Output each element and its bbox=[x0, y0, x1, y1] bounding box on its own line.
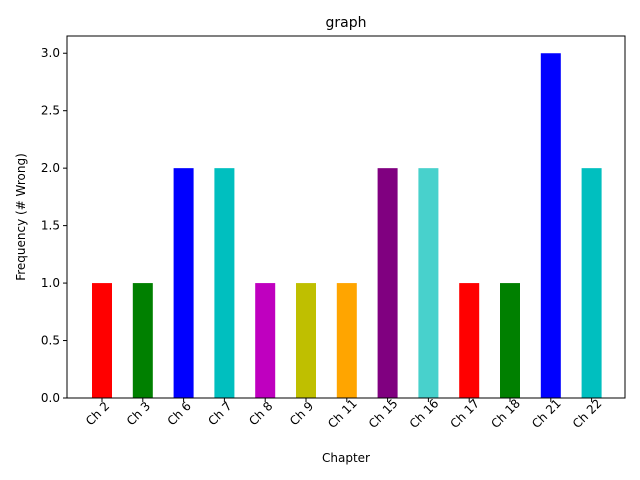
bar-ch-16 bbox=[418, 168, 439, 398]
x-tick-label: Ch 16 bbox=[407, 396, 442, 431]
x-tick-label: Ch 7 bbox=[205, 399, 234, 428]
bar-ch-15 bbox=[377, 168, 398, 398]
y-tick-label: 1.0 bbox=[41, 276, 60, 290]
x-tick-label: Ch 3 bbox=[124, 399, 153, 428]
x-tick-label: Ch 2 bbox=[83, 399, 112, 428]
y-tick-label: 0.0 bbox=[41, 391, 60, 405]
bar-ch-8 bbox=[255, 283, 276, 398]
x-tick-label: Ch 17 bbox=[447, 396, 482, 431]
y-tick-label: 1.5 bbox=[41, 219, 60, 233]
x-tick-label: Ch 18 bbox=[488, 396, 523, 431]
x-tick-label: Ch 21 bbox=[529, 396, 564, 431]
bar-ch-9 bbox=[296, 283, 316, 398]
y-axis-title: Frequency (# Wrong) bbox=[14, 153, 28, 281]
bar-ch-6 bbox=[173, 168, 194, 398]
bar-ch-3 bbox=[132, 283, 153, 398]
bar-ch-18 bbox=[500, 283, 520, 398]
bar-ch-21 bbox=[540, 53, 561, 399]
x-tick-label: Ch 6 bbox=[165, 399, 194, 428]
bar-ch-22 bbox=[581, 168, 602, 398]
y-tick-label: 3.0 bbox=[41, 46, 60, 60]
x-tick-label: Ch 15 bbox=[366, 396, 401, 431]
y-tick-label: 0.5 bbox=[41, 334, 60, 348]
y-tick-label: 2.0 bbox=[41, 161, 60, 175]
bar-ch-11 bbox=[336, 283, 357, 398]
x-axis: Ch 2 Ch 3 Ch 6 Ch 7 Ch 8 Ch 9 Ch 11 Ch 15 Ch 16 C… bbox=[83, 396, 605, 431]
plot-frame bbox=[66, 35, 626, 399]
chart-title: graph bbox=[326, 15, 367, 31]
x-tick-label: Ch 22 bbox=[570, 396, 605, 431]
x-tick-label: Ch 11 bbox=[325, 396, 360, 431]
bar-ch-7 bbox=[214, 168, 235, 398]
bars-group bbox=[92, 53, 602, 399]
y-tick-label: 2.5 bbox=[41, 104, 60, 118]
x-axis-title: Chapter bbox=[322, 451, 370, 465]
x-tick-label: Ch 9 bbox=[287, 399, 316, 428]
bar-ch-2 bbox=[92, 283, 112, 398]
x-tick-label: Ch 8 bbox=[246, 399, 275, 428]
bar-ch-17 bbox=[459, 283, 480, 398]
y-axis: 0.0 0.5 1.0 1.5 2.0 2.5 3.0 bbox=[41, 46, 67, 405]
